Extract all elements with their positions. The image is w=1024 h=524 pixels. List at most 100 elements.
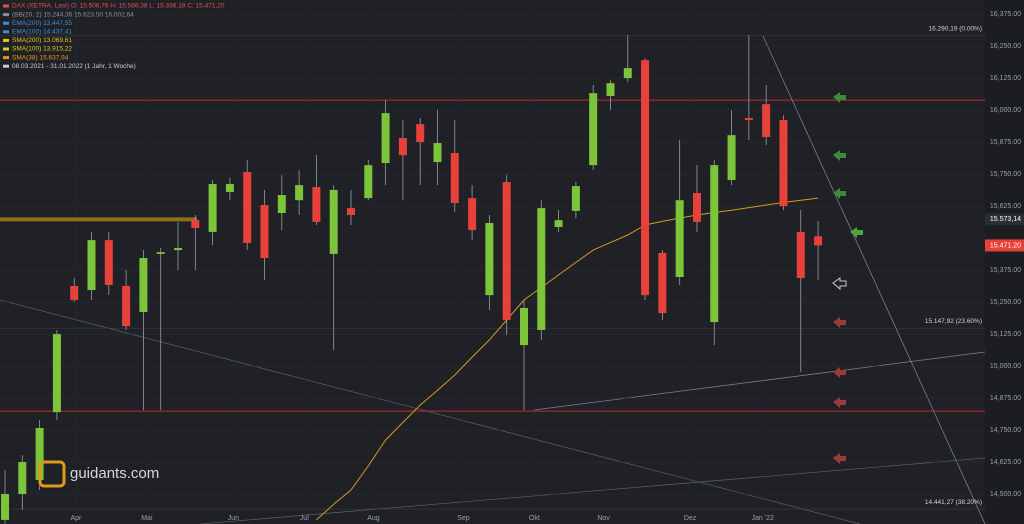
- candle-body: [641, 60, 650, 296]
- legend-swatch: [3, 4, 9, 8]
- fib-label: 15.147,92 (23.60%): [925, 318, 982, 325]
- candle-body: [312, 187, 321, 222]
- y-tick-label: 15,875.00: [990, 139, 1021, 146]
- x-tick-label: Okt: [529, 515, 540, 522]
- candle-body: [364, 165, 373, 199]
- x-tick-label: Nov: [597, 515, 610, 522]
- legend-swatch: [3, 47, 9, 51]
- candle-body: [329, 189, 338, 254]
- candle-body: [70, 285, 79, 301]
- candle-body: [658, 252, 667, 314]
- legend-entry: EMA(100) 14.437,41: [12, 29, 72, 36]
- x-tick-label: Aug: [367, 515, 380, 522]
- candle-body: [623, 68, 632, 79]
- candle-body: [260, 205, 269, 259]
- candle-body: [87, 240, 96, 291]
- candle-body: [502, 182, 511, 320]
- price-tag-label: 15.573,14: [990, 216, 1021, 223]
- candle-body: [277, 195, 286, 213]
- x-tick-label: Jun: [228, 515, 239, 522]
- y-tick-label: 15,000.00: [990, 363, 1021, 370]
- candle-body: [433, 143, 442, 163]
- legend-entry: SMA(38) 15.637,94: [12, 54, 69, 61]
- y-tick-label: 15,375.00: [990, 267, 1021, 274]
- y-tick-label: 16,375.00: [990, 11, 1021, 18]
- fib-label: 16.290,19 (0.00%): [929, 26, 982, 33]
- y-tick-label: 16,125.00: [990, 75, 1021, 82]
- legend-entry: DAX (XETRA, Last) O: 15.506,76 H: 15.566…: [12, 3, 225, 10]
- y-tick-label: 14,750.00: [990, 427, 1021, 434]
- y-tick-label: 15,625.00: [990, 203, 1021, 210]
- price-tag-label: 15.471,20: [990, 242, 1021, 249]
- legend-swatch: [3, 38, 9, 42]
- candle-body: [796, 231, 805, 278]
- candle-body: [537, 208, 546, 330]
- axis-background: [985, 0, 1024, 524]
- y-tick-label: 15,750.00: [990, 171, 1021, 178]
- x-tick-label: Sep: [457, 515, 470, 522]
- candle-body: [468, 198, 477, 231]
- candle-body: [450, 153, 459, 203]
- x-tick-label: Apr: [70, 515, 82, 522]
- candle-body: [744, 118, 753, 121]
- legend-swatch: [3, 56, 9, 60]
- candle-body: [156, 252, 165, 254]
- candle-body: [554, 220, 563, 228]
- legend-entry: SMA(100) 13.915,22: [12, 46, 72, 53]
- x-tick-label: Dez: [684, 515, 697, 522]
- y-tick-label: 14,875.00: [990, 395, 1021, 402]
- candle-body: [243, 172, 252, 243]
- candle-body: [1, 494, 10, 520]
- x-tick-label: Jan '22: [752, 515, 774, 522]
- legend-swatch: [3, 64, 9, 68]
- legend-entry: SMA(200) 13.069,61: [12, 37, 72, 44]
- price-tag: [985, 239, 1024, 252]
- candle-body: [589, 93, 598, 166]
- candle-body: [122, 285, 131, 327]
- x-tick-label: Jul: [300, 515, 309, 522]
- candle-body: [519, 307, 528, 346]
- candle-body: [174, 248, 183, 251]
- candle-body: [485, 222, 494, 296]
- candle-body: [606, 83, 615, 96]
- candle-body: [191, 220, 200, 229]
- watermark: guidants.com: [70, 465, 159, 482]
- candle-body: [675, 200, 684, 277]
- candle-body: [225, 184, 234, 192]
- candle-body: [779, 120, 788, 207]
- candle-body: [416, 124, 425, 143]
- candle-body: [762, 104, 771, 137]
- y-tick-label: 14,500.00: [990, 491, 1021, 498]
- candle-body: [104, 240, 113, 285]
- candle-body: [398, 137, 407, 156]
- legend-swatch: [3, 30, 9, 34]
- y-tick-label: 15,125.00: [990, 331, 1021, 338]
- candle-body: [35, 428, 44, 480]
- price-tag: [985, 213, 1024, 226]
- candle-body: [692, 193, 701, 222]
- legend-swatch: [3, 13, 9, 17]
- y-tick-label: 14,625.00: [990, 459, 1021, 466]
- candle-body: [571, 186, 580, 211]
- candle-body: [295, 185, 304, 201]
- candle-body: [18, 462, 27, 495]
- y-tick-label: 16,250.00: [990, 43, 1021, 50]
- candle-body: [346, 208, 355, 216]
- legend-entry: (BB(20, 2) 15.244,36 15.623,50 16.002,64: [12, 11, 134, 18]
- candle-body: [381, 113, 390, 164]
- fib-label: 14.441,27 (38.20%): [925, 499, 982, 506]
- y-tick-label: 15,250.00: [990, 299, 1021, 306]
- sma-line: [316, 197, 819, 521]
- logo: guidants.com: [38, 460, 159, 488]
- candle-body: [139, 258, 148, 313]
- legend-entry: EMA(200) 13.447,55: [12, 20, 72, 27]
- candle-body: [52, 334, 61, 413]
- candle-body: [727, 135, 736, 180]
- signal-arrows: [832, 92, 863, 464]
- x-tick-label: Mai: [141, 515, 153, 522]
- legend-swatch: [3, 21, 9, 25]
- candle-body: [814, 236, 823, 246]
- y-tick-label: 16,000.00: [990, 107, 1021, 114]
- candle-body: [710, 165, 719, 323]
